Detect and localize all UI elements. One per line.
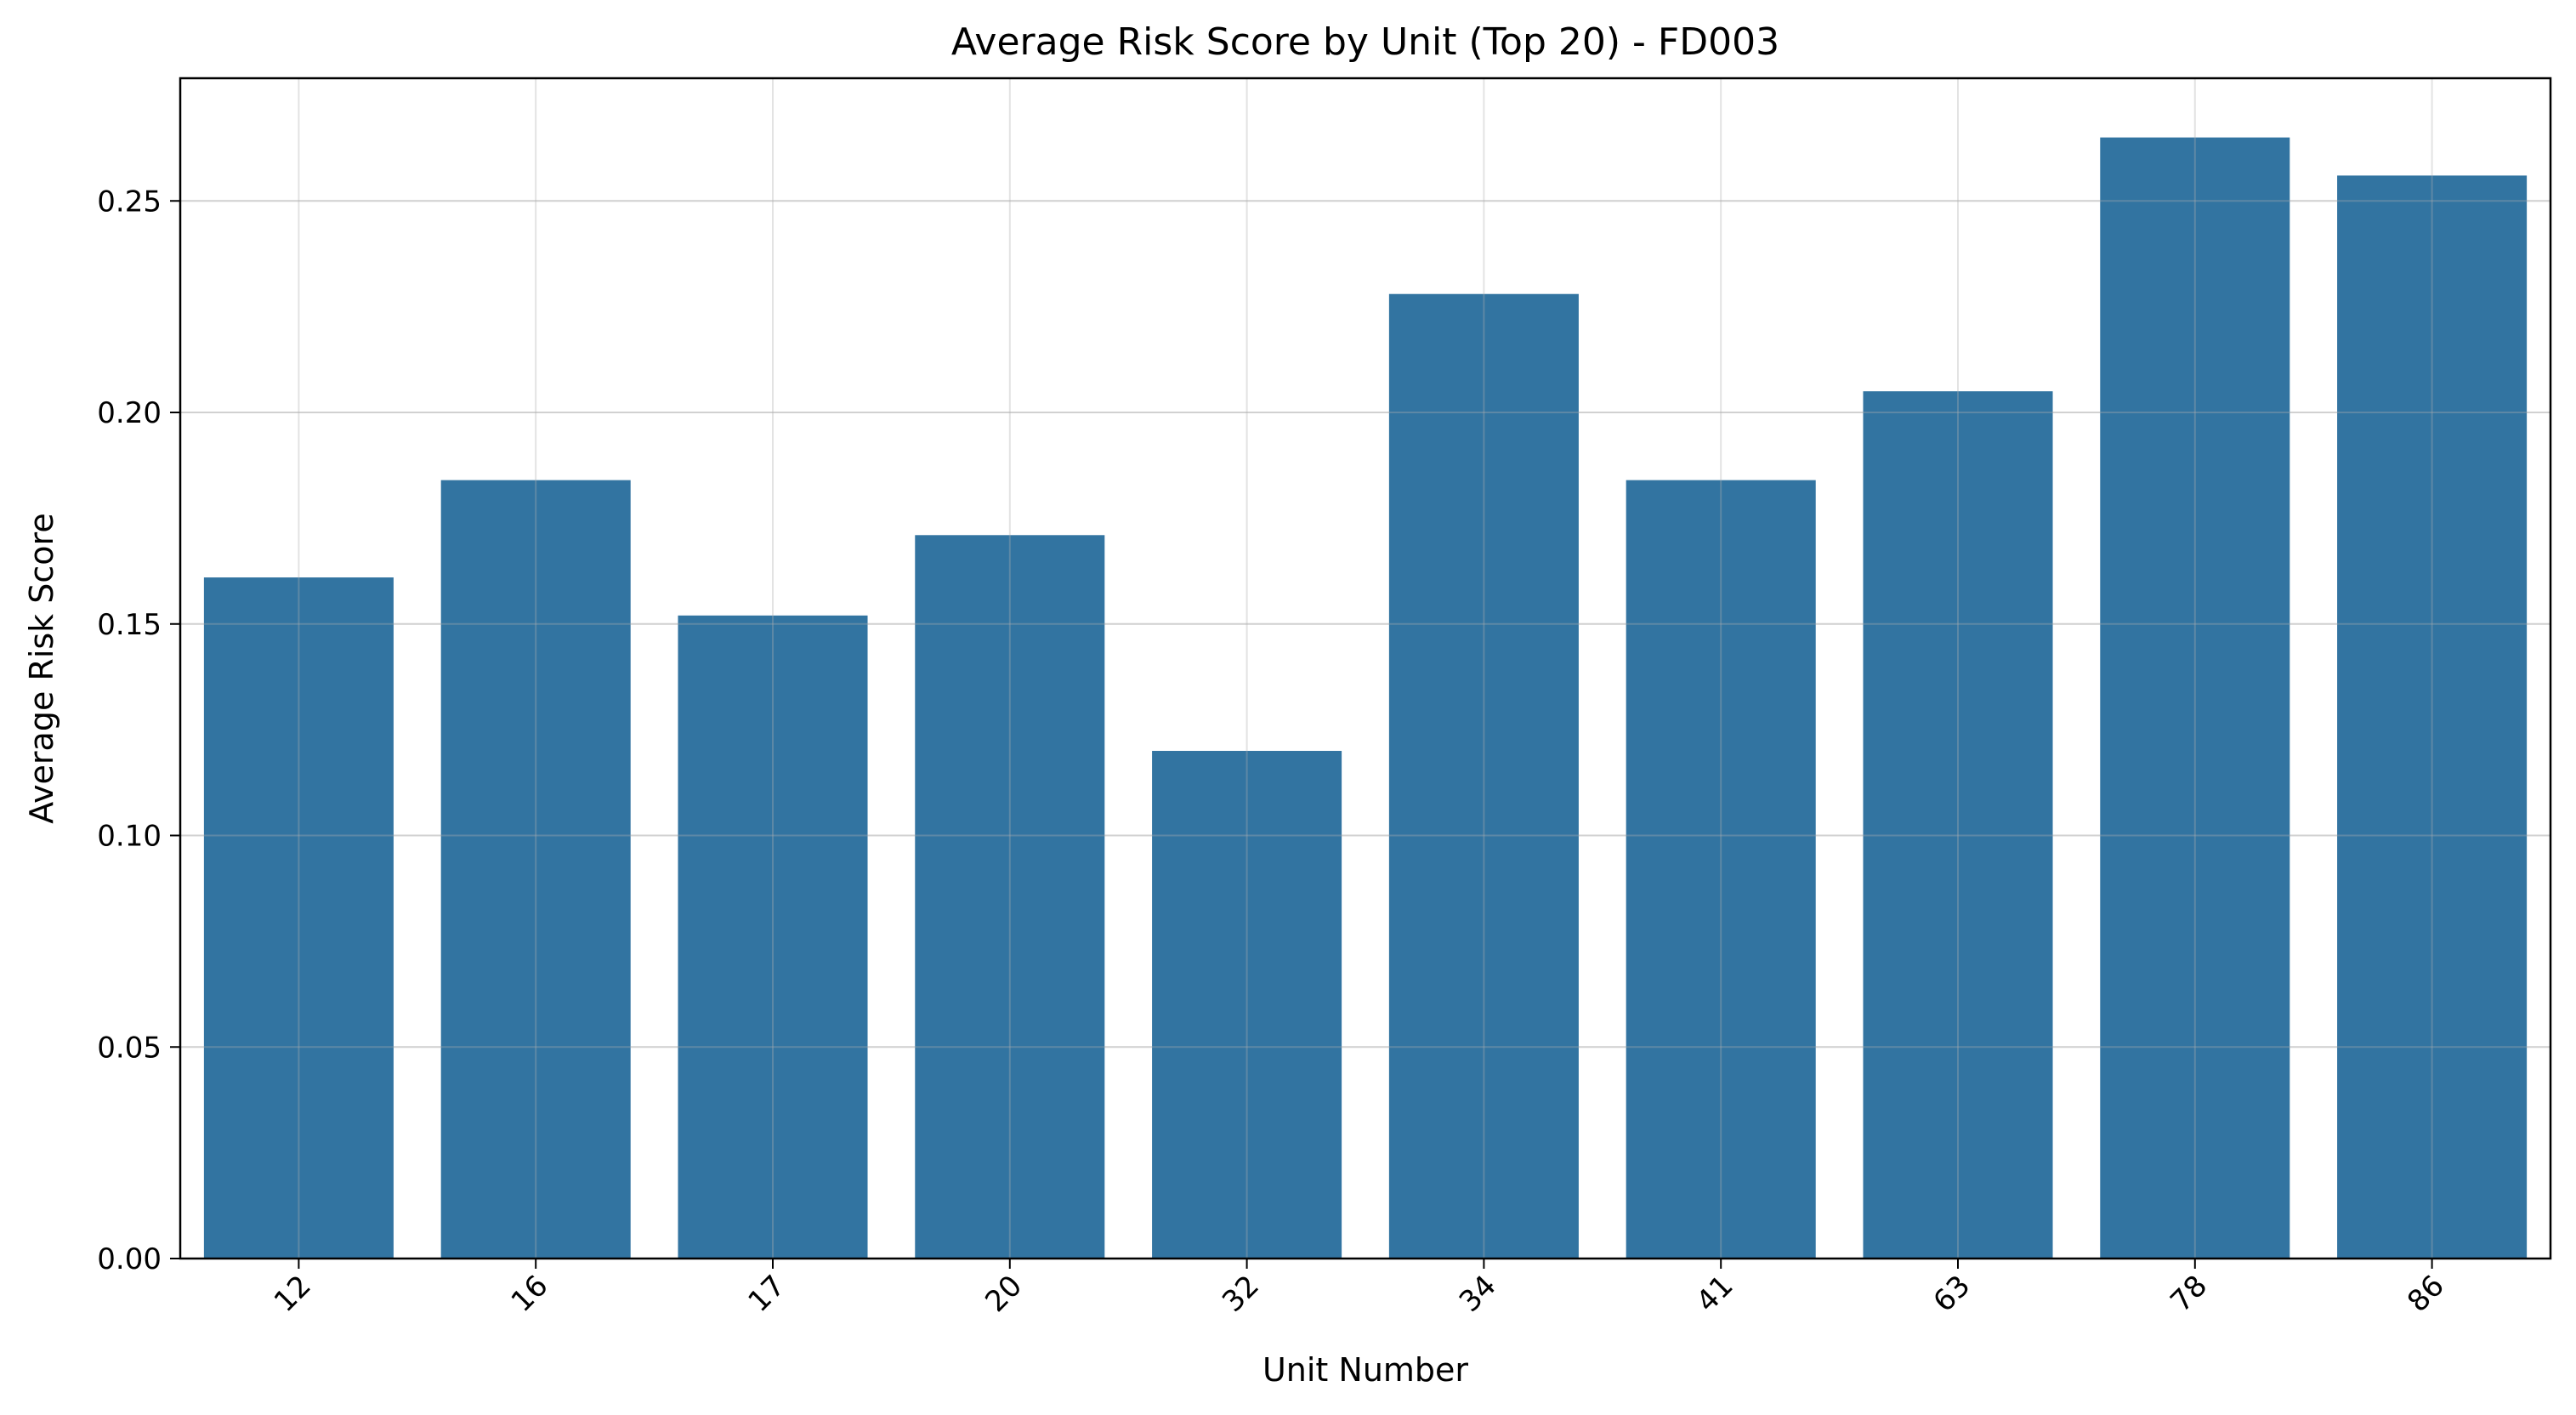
y-axis-label: Average Risk Score bbox=[23, 513, 60, 823]
x-tick-label: 17 bbox=[741, 1269, 792, 1319]
bars bbox=[203, 137, 2528, 1259]
bar-unit-16 bbox=[440, 480, 631, 1259]
bar-unit-63 bbox=[1863, 391, 2053, 1259]
x-tick-label: 63 bbox=[1926, 1269, 1977, 1319]
x-tick-label: 12 bbox=[268, 1269, 318, 1319]
y-tick-label: 0.25 bbox=[97, 185, 162, 219]
x-tick-label: 86 bbox=[2401, 1269, 2451, 1319]
y-tick-label: 0.05 bbox=[97, 1031, 162, 1065]
y-tick-label: 0.10 bbox=[97, 820, 162, 854]
chart-title: Average Risk Score by Unit (Top 20) - FD… bbox=[951, 20, 1779, 64]
x-tick-label: 32 bbox=[1216, 1269, 1266, 1319]
bar-unit-78 bbox=[2100, 137, 2290, 1259]
y-tick-label: 0.20 bbox=[97, 396, 162, 430]
bar-unit-41 bbox=[1626, 480, 1816, 1259]
bar-unit-12 bbox=[203, 577, 394, 1259]
y-tick-label: 0.00 bbox=[97, 1242, 162, 1276]
bar-unit-32 bbox=[1152, 751, 1342, 1259]
x-tick-label: 78 bbox=[2164, 1269, 2214, 1319]
bar-unit-86 bbox=[2337, 175, 2528, 1259]
bar-unit-34 bbox=[1388, 293, 1579, 1259]
x-tick-label: 20 bbox=[979, 1269, 1029, 1319]
x-tick-label: 16 bbox=[505, 1269, 555, 1319]
x-gridlines bbox=[298, 78, 2433, 1259]
y-tick-label: 0.15 bbox=[97, 608, 162, 642]
x-tick-label: 41 bbox=[1690, 1269, 1740, 1319]
x-axis-label: Unit Number bbox=[1262, 1351, 1468, 1389]
bar-unit-17 bbox=[678, 615, 868, 1259]
plot-frame bbox=[179, 77, 2552, 1260]
x-tick-label: 34 bbox=[1453, 1269, 1503, 1319]
y-axis-ticks: 0.00 0.05 0.10 0.15 0.20 0.25 bbox=[97, 185, 180, 1276]
x-axis-ticks: 12 16 17 20 32 34 41 63 78 86 bbox=[268, 1259, 2451, 1319]
bar-unit-20 bbox=[915, 535, 1105, 1259]
